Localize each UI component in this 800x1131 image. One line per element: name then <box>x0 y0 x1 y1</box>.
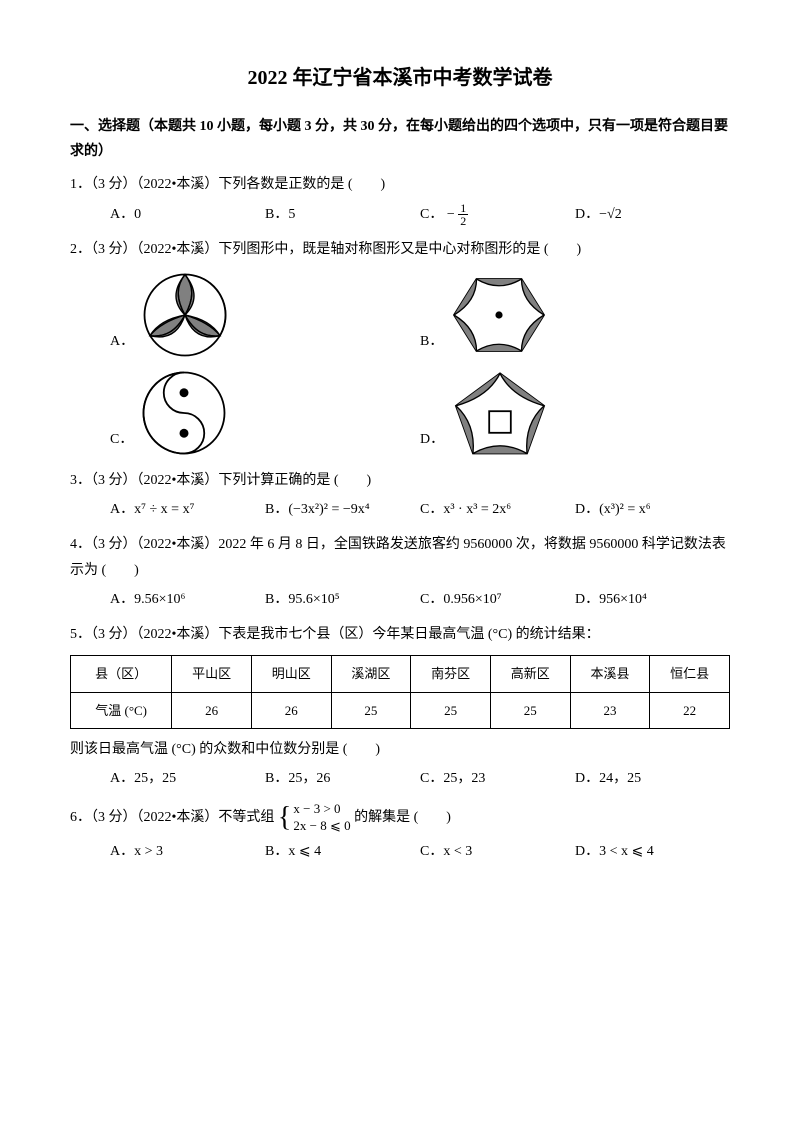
brace-icon: { <box>278 804 291 832</box>
q6-opt-c: C．x < 3 <box>420 839 575 864</box>
q3-opt-d: D．(x³)² = x⁶ <box>575 497 730 522</box>
q2-d-label: D． <box>420 427 444 452</box>
q6-stem-suffix: 的解集是 ( ) <box>354 810 451 825</box>
q4-stem: 4．（3 分）（2022•本溪）2022 年 6 月 8 日，全国铁路发送旅客约… <box>70 532 730 582</box>
q1-opt-c: C． − 1 2 <box>420 202 575 227</box>
question-4: 4．（3 分）（2022•本溪）2022 年 6 月 8 日，全国铁路发送旅客约… <box>70 532 730 612</box>
q1-c-prefix: C． <box>420 207 443 222</box>
q1-c-den: 2 <box>458 215 468 227</box>
q6-opt-b: B．x ⩽ 4 <box>265 839 420 864</box>
q3-opt-a: A．x⁷ ÷ x = x⁷ <box>110 497 265 522</box>
q5-v-1: 26 <box>251 692 331 728</box>
q2-opt-d: D． <box>420 368 730 458</box>
q5-opt-a: A．25，25 <box>110 766 265 791</box>
table-row: 县（区） 平山区 明山区 溪湖区 南芬区 高新区 本溪县 恒仁县 <box>71 656 730 692</box>
pentagon-icon <box>450 368 550 458</box>
q5-th-0: 县（区） <box>71 656 172 692</box>
section-1-header: 一、选择题（本题共 10 小题，每小题 3 分，共 30 分，在每小题给出的四个… <box>70 114 730 164</box>
q1-opt-d: D．−√2 <box>575 202 730 227</box>
q1-options: A．0 B．5 C． − 1 2 D．−√2 <box>70 202 730 227</box>
q3-opt-c: C．x³ · x³ = 2x⁶ <box>420 497 575 522</box>
q2-stem: 2．（3 分）（2022•本溪）下列图形中，既是轴对称图形又是中心对称图形的是 … <box>70 237 730 262</box>
question-5: 5．（3 分）（2022•本溪）下表是我市七个县（区）今年某日最高气温 (°C)… <box>70 622 730 791</box>
q5-opt-c: C．25，23 <box>420 766 575 791</box>
q5-th-4: 南芬区 <box>411 656 491 692</box>
trefoil-icon <box>140 270 230 360</box>
q2-opt-b: B． <box>420 270 730 360</box>
q4-opt-c: C．0.956×10⁷ <box>420 587 575 612</box>
q5-opt-d: D．24，25 <box>575 766 730 791</box>
q4-options: A．9.56×10⁶ B．95.6×10⁵ C．0.956×10⁷ D．956×… <box>70 587 730 612</box>
q2-options: A． B． <box>70 270 730 458</box>
q5-th-2: 明山区 <box>251 656 331 692</box>
q6-line1: x − 3 > 0 <box>293 801 340 816</box>
q5-stem: 5．（3 分）（2022•本溪）下表是我市七个县（区）今年某日最高气温 (°C)… <box>70 622 730 647</box>
q5-v-0: 26 <box>172 692 252 728</box>
q6-stem-prefix: 6．（3 分）（2022•本溪）不等式组 <box>70 810 274 825</box>
table-row: 气温 (°C) 26 26 25 25 25 23 22 <box>71 692 730 728</box>
q3-options: A．x⁷ ÷ x = x⁷ B．(−3x²)² = −9x⁴ C．x³ · x³… <box>70 497 730 522</box>
q5-th-5: 高新区 <box>490 656 570 692</box>
q6-stem: 6．（3 分）（2022•本溪）不等式组 { x − 3 > 0 2x − 8 … <box>70 801 730 835</box>
question-3: 3．（3 分）（2022•本溪）下列计算正确的是 ( ) A．x⁷ ÷ x = … <box>70 468 730 522</box>
q6-line2: 2x − 8 ⩽ 0 <box>293 818 350 833</box>
q3-stem: 3．（3 分）（2022•本溪）下列计算正确的是 ( ) <box>70 468 730 493</box>
yinyang-icon <box>139 368 229 458</box>
q5-th-1: 平山区 <box>172 656 252 692</box>
q5-th-6: 本溪县 <box>570 656 650 692</box>
q6-options: A．x > 3 B．x ⩽ 4 C．x < 3 D．3 < x ⩽ 4 <box>70 839 730 864</box>
q2-b-label: B． <box>420 329 443 354</box>
page-title: 2022 年辽宁省本溪市中考数学试卷 <box>70 60 730 96</box>
q4-opt-a: A．9.56×10⁶ <box>110 587 265 612</box>
q5-v-5: 23 <box>570 692 650 728</box>
question-2: 2．（3 分）（2022•本溪）下列图形中，既是轴对称图形又是中心对称图形的是 … <box>70 237 730 458</box>
question-6: 6．（3 分）（2022•本溪）不等式组 { x − 3 > 0 2x − 8 … <box>70 801 730 864</box>
q6-opt-a: A．x > 3 <box>110 839 265 864</box>
q5-v-3: 25 <box>411 692 491 728</box>
q5-v-2: 25 <box>331 692 411 728</box>
q3-opt-b: B．(−3x²)² = −9x⁴ <box>265 497 420 522</box>
q2-c-label: C． <box>110 427 133 452</box>
question-1: 1．（3 分）（2022•本溪）下列各数是正数的是 ( ) A．0 B．5 C．… <box>70 172 730 226</box>
q2-opt-a: A． <box>110 270 420 360</box>
q1-c-num: 1 <box>458 202 468 215</box>
q6-opt-d: D．3 < x ⩽ 4 <box>575 839 730 864</box>
q5-v-6: 22 <box>650 692 730 728</box>
q5-th-3: 溪湖区 <box>331 656 411 692</box>
q2-a-label: A． <box>110 329 134 354</box>
q5-stem2: 则该日最高气温 (°C) 的众数和中位数分别是 ( ) <box>70 737 730 762</box>
q4-opt-d: D．956×10⁴ <box>575 587 730 612</box>
q1-stem: 1．（3 分）（2022•本溪）下列各数是正数的是 ( ) <box>70 172 730 197</box>
q1-c-neg: − <box>447 207 455 222</box>
q5-row-label: 气温 (°C) <box>71 692 172 728</box>
q5-opt-b: B．25，26 <box>265 766 420 791</box>
q5-options: A．25，25 B．25，26 C．25，23 D．24，25 <box>70 766 730 791</box>
q5-th-7: 恒仁县 <box>650 656 730 692</box>
q5-v-4: 25 <box>490 692 570 728</box>
q4-opt-b: B．95.6×10⁵ <box>265 587 420 612</box>
q5-table: 县（区） 平山区 明山区 溪湖区 南芬区 高新区 本溪县 恒仁县 气温 (°C)… <box>70 655 730 729</box>
q2-opt-c: C． <box>110 368 420 458</box>
q1-opt-b: B．5 <box>265 202 420 227</box>
q1-opt-a: A．0 <box>110 202 265 227</box>
hexagon-icon <box>449 270 549 360</box>
q6-system: { x − 3 > 0 2x − 8 ⩽ 0 <box>278 801 351 835</box>
q1-c-fraction: 1 2 <box>458 202 468 227</box>
